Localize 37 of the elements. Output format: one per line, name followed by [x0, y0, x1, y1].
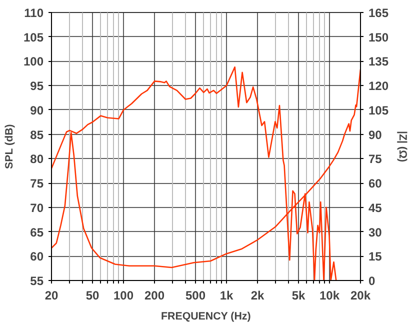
y2-tick-label: 75 — [368, 152, 382, 166]
y-tick-label: 70 — [30, 200, 44, 215]
y2-tick-label: 15 — [368, 250, 382, 264]
y2-tick-label: 165 — [368, 6, 389, 20]
y-tick-label: 65 — [30, 225, 44, 240]
x-tick-label: 500 — [185, 288, 206, 302]
y2-tick-label: 90 — [368, 128, 382, 142]
y2-tick-label: 135 — [368, 54, 389, 69]
y2-tick-label: 60 — [368, 176, 382, 191]
y-tick-label: 105 — [23, 30, 44, 44]
y2-tick-label: 0 — [368, 274, 376, 288]
y2-tick-label: 105 — [368, 103, 389, 118]
y2-tick-label: 120 — [368, 79, 389, 94]
x-tick-label: 5k — [292, 288, 306, 302]
x-tick-label: 20k — [350, 288, 371, 302]
y-tick-label: 55 — [30, 274, 44, 288]
y-tick-label: 100 — [23, 54, 44, 69]
y2-tick-label: 150 — [368, 30, 389, 44]
x-tick-label: 50 — [86, 288, 100, 302]
x-axis-title: FREQUENCY (Hz) — [161, 310, 252, 322]
y2-axis-title: |Z| (Ω) — [396, 130, 409, 162]
y-axis-title: SPL (dB) — [3, 124, 16, 169]
y-tick-label: 90 — [30, 103, 44, 118]
y2-tick-label: 45 — [368, 200, 382, 215]
x-tick-label: 20 — [44, 288, 58, 302]
y-tick-label: 95 — [30, 79, 44, 94]
x-tick-label: 1k — [220, 288, 234, 302]
x-tick-label: 100 — [113, 288, 134, 302]
x-tick-label: 200 — [144, 288, 165, 302]
x-tick-label: 2k — [250, 288, 264, 302]
y-tick-label: 85 — [30, 128, 44, 142]
x-tick-label: 10k — [319, 288, 340, 302]
y-tick-label: 60 — [30, 250, 44, 264]
y-tick-label: 75 — [30, 176, 44, 191]
y2-tick-label: 30 — [368, 225, 382, 240]
y-tick-label: 80 — [30, 152, 44, 166]
y-tick-label: 110 — [24, 6, 44, 20]
